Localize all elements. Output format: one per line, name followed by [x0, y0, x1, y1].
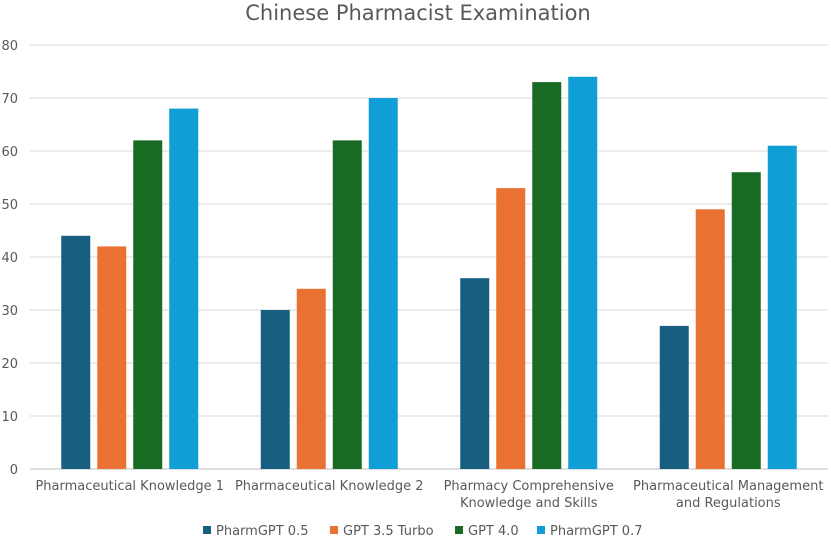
bar-gpt-3-5-turbo-2 — [296, 288, 326, 469]
y-tick-label: 0 — [10, 463, 18, 478]
bar-gpt-4-0-2 — [332, 140, 362, 469]
y-tick-label: 60 — [1, 145, 18, 160]
chart-title: Chinese Pharmacist Examination — [245, 1, 591, 25]
y-tick-label: 40 — [1, 251, 18, 266]
bar-gpt-4-0-4 — [731, 172, 761, 469]
legend-swatch — [330, 526, 338, 534]
y-tick-label: 30 — [1, 304, 18, 319]
bar-gpt-4-0-1 — [133, 140, 163, 469]
bar-pharmgpt-0-7-1 — [169, 108, 199, 469]
x-category-label: Pharmaceutical Management — [633, 479, 823, 494]
bar-pharmgpt-0-5-3 — [460, 278, 490, 469]
legend: PharmGPT 0.5 GPT 3.5 Turbo GPT 4.0 PharmGPT… — [203, 524, 643, 539]
y-tick-label: 50 — [1, 198, 18, 213]
y-tick-label: 10 — [1, 410, 18, 425]
bar-pharmgpt-0-5-2 — [260, 310, 290, 469]
bar-gpt-3-5-turbo-3 — [496, 188, 526, 469]
bar-pharmgpt-0-7-3 — [568, 76, 598, 470]
x-category-label: Pharmaceutical Knowledge 2 — [235, 479, 424, 494]
bar-gpt-3-5-turbo-4 — [695, 209, 725, 470]
bar-pharmgpt-0-5-1 — [61, 235, 91, 469]
bar-pharmgpt-0-5-4 — [659, 325, 689, 469]
y-tick-label: 80 — [1, 39, 18, 54]
bars-layer — [61, 76, 797, 470]
bar-gpt-4-0-3 — [532, 82, 562, 469]
y-tick-label: 70 — [1, 92, 18, 107]
bar-gpt-3-5-turbo-1 — [97, 246, 127, 469]
grid-layer: 0 10 20 30 40 50 60 70 80 — [1, 39, 828, 478]
legend-label: GPT 3.5 Turbo — [343, 524, 434, 539]
y-tick-label: 20 — [1, 357, 18, 372]
x-category-label: Pharmacy Comprehensive — [444, 479, 614, 494]
category-labels: Pharmaceutical Knowledge 1 Pharmaceutical… — [35, 479, 823, 511]
legend-label: PharmGPT 0.5 — [216, 524, 309, 539]
x-category-label: Pharmaceutical Knowledge 1 — [35, 479, 224, 494]
bar-pharmgpt-0-7-2 — [368, 98, 398, 469]
legend-swatch — [203, 526, 211, 534]
legend-label: PharmGPT 0.7 — [550, 524, 643, 539]
x-category-label: Knowledge and Skills — [460, 496, 598, 511]
legend-swatch — [537, 526, 545, 534]
bar-pharmgpt-0-7-4 — [767, 145, 797, 469]
legend-label: GPT 4.0 — [468, 524, 519, 539]
x-category-label: and Regulations — [676, 496, 781, 511]
legend-swatch — [455, 526, 463, 534]
